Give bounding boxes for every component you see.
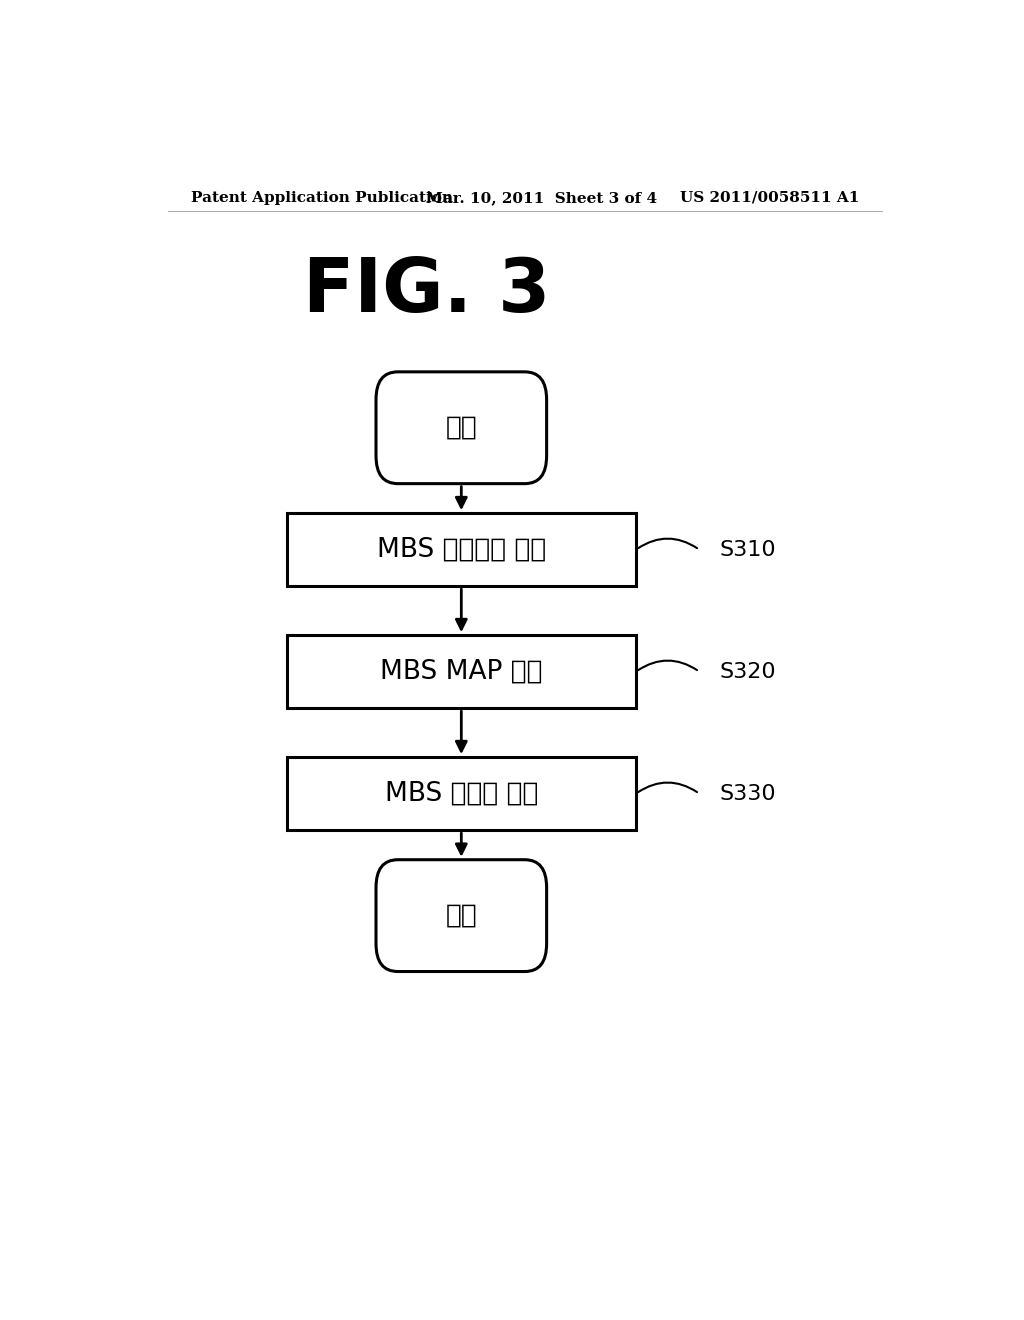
Text: MBS 버스트 전송: MBS 버스트 전송 (385, 780, 538, 807)
Text: 시작: 시작 (445, 414, 477, 441)
FancyBboxPatch shape (376, 372, 547, 483)
Text: FIG. 3: FIG. 3 (303, 255, 550, 327)
Text: S310: S310 (719, 540, 776, 560)
Text: Patent Application Publication: Patent Application Publication (191, 191, 454, 205)
FancyBboxPatch shape (287, 758, 636, 830)
Text: MBS MAP 전송: MBS MAP 전송 (380, 659, 543, 685)
Text: S330: S330 (719, 784, 776, 804)
FancyBboxPatch shape (376, 859, 547, 972)
Text: Mar. 10, 2011  Sheet 3 of 4: Mar. 10, 2011 Sheet 3 of 4 (426, 191, 656, 205)
Text: MBS 제어정보 전송: MBS 제어정보 전송 (377, 537, 546, 562)
FancyBboxPatch shape (287, 513, 636, 586)
Text: S320: S320 (719, 661, 776, 681)
Text: US 2011/0058511 A1: US 2011/0058511 A1 (680, 191, 859, 205)
FancyBboxPatch shape (287, 635, 636, 709)
Text: 종료: 종료 (445, 903, 477, 928)
